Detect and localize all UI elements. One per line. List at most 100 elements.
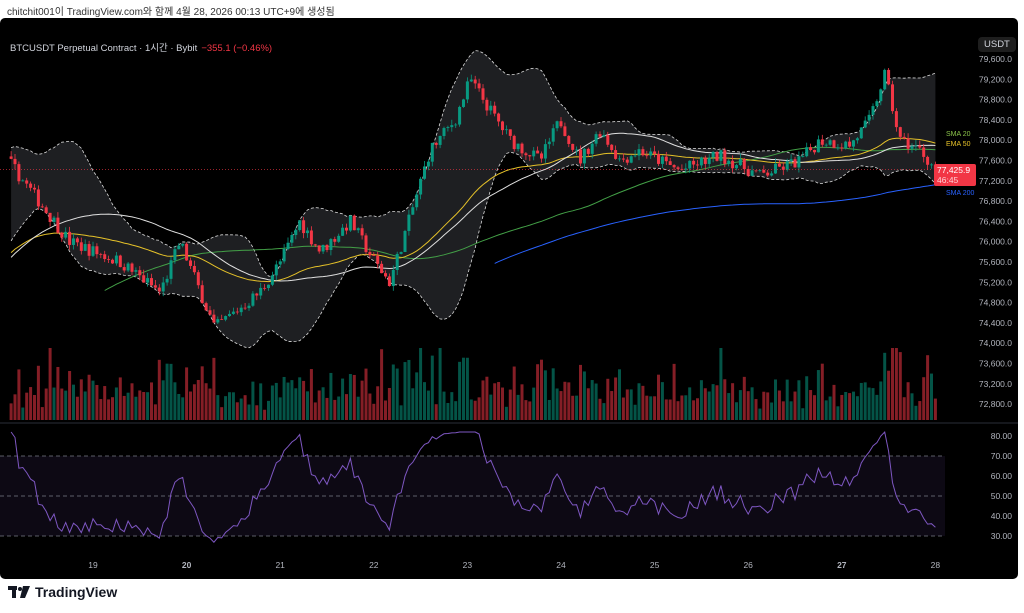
currency-button[interactable]: USDT	[978, 37, 1016, 52]
candle-body	[672, 165, 676, 168]
volume-bar	[625, 389, 629, 420]
volume-bar	[883, 352, 887, 420]
candle-body	[36, 189, 40, 207]
volume-bar	[801, 408, 805, 420]
volume-bar	[781, 401, 785, 420]
chart-frame[interactable]: 79,600.0 79,200.0 78,800.0 78,400.0 78,000.0…	[0, 18, 1018, 579]
ema-label: EMA 50	[946, 141, 971, 148]
volume-bar	[672, 363, 676, 420]
volume-bar	[333, 399, 337, 420]
volume-bar	[321, 387, 325, 420]
volume-bar	[75, 396, 79, 420]
candle-body	[235, 311, 239, 313]
volume-bar	[173, 382, 177, 420]
volume-bar	[231, 392, 235, 420]
candle-body	[879, 89, 883, 102]
volume-bar	[840, 394, 844, 420]
candle-body	[809, 147, 813, 151]
volume-bar	[575, 395, 579, 420]
candle-body	[60, 232, 64, 238]
tradingview-logo[interactable]: TradingView	[8, 584, 117, 600]
rsi-axis-tick: 50.00	[991, 491, 1013, 501]
candle-body	[774, 163, 777, 174]
candle-body	[419, 178, 423, 195]
volume-bar	[134, 396, 138, 420]
candle-body	[196, 272, 200, 286]
candle-body	[56, 217, 60, 233]
candle-body	[415, 194, 419, 208]
volume-bar	[762, 391, 766, 420]
volume-bar	[785, 379, 789, 420]
sma100-line	[104, 146, 936, 291]
candle-body	[524, 153, 528, 156]
sma20-label: SMA 20	[946, 131, 971, 138]
price-chart[interactable]: 79,600.0 79,200.0 78,800.0 78,400.0 78,000.0…	[0, 18, 1018, 579]
candle-body	[224, 316, 228, 320]
candle-body	[707, 157, 711, 164]
candle-body	[738, 159, 742, 166]
rsi-axis-tick: 40.00	[991, 511, 1013, 521]
candle-body	[407, 214, 411, 231]
volume-bar	[902, 397, 906, 420]
sma50-line	[10, 132, 936, 282]
candle-body	[189, 260, 192, 266]
candle-body	[528, 155, 532, 157]
candle-body	[395, 253, 399, 270]
volume-bar	[852, 391, 855, 420]
candle-body	[247, 305, 251, 309]
volume-bar	[150, 382, 153, 420]
candle-body	[17, 164, 21, 182]
volume-bar	[809, 390, 813, 420]
candle-body	[867, 114, 871, 121]
candle-body	[793, 159, 797, 168]
symbol-title[interactable]: BTCUSDT Perpetual Contract · 1시간 · Bybit	[10, 43, 198, 54]
price-axis-tick: 76,000.0	[979, 237, 1012, 247]
candle-body	[126, 263, 130, 271]
volume-bar	[306, 391, 309, 420]
volume-bar	[352, 374, 356, 420]
candle-body	[185, 243, 189, 261]
volume-bar	[504, 406, 508, 420]
volume-bar	[559, 391, 563, 420]
volume-bar	[770, 402, 774, 420]
candle-body	[813, 150, 816, 153]
candle-body	[68, 231, 72, 245]
volume-bar	[816, 370, 820, 420]
volume-bar	[918, 401, 922, 420]
candle-body	[742, 159, 746, 170]
candle-body	[532, 150, 536, 157]
candle-body	[598, 134, 602, 137]
volume-bar	[594, 383, 598, 420]
volume-bar	[118, 377, 122, 420]
candle-body	[602, 135, 606, 137]
volume-bar	[621, 397, 625, 420]
volume-bar	[465, 357, 469, 420]
volume-bar	[926, 355, 930, 420]
candle-body	[220, 319, 224, 320]
volume-bar	[286, 382, 290, 420]
volume-bar	[153, 404, 157, 420]
volume-bar	[832, 384, 836, 420]
candle-body	[610, 144, 614, 151]
candle-body	[72, 238, 75, 245]
candle-body	[504, 129, 508, 131]
volume-bar	[25, 392, 29, 420]
volume-bar	[637, 383, 641, 420]
candle-body	[512, 135, 516, 150]
volume-bar	[36, 365, 40, 420]
volume-bar	[72, 384, 75, 420]
volume-bar	[660, 382, 664, 420]
candle-body	[657, 153, 660, 164]
candle-body	[130, 263, 134, 272]
volume-bar	[364, 368, 368, 420]
candle-body	[204, 303, 208, 311]
candle-body	[875, 101, 879, 107]
candle-body	[762, 170, 766, 173]
candle-body	[356, 228, 360, 231]
candle-body	[606, 135, 610, 145]
candle-body	[399, 252, 403, 254]
candle-body	[267, 284, 270, 289]
volume-bar	[309, 369, 313, 420]
volume-bar	[122, 395, 126, 420]
candle-body	[863, 120, 867, 128]
